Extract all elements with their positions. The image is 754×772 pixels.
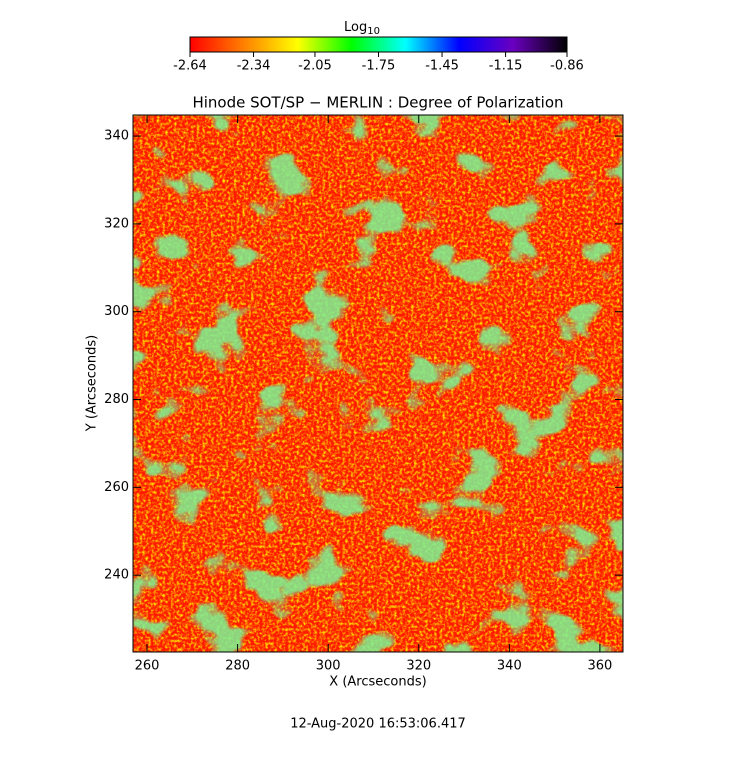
x-tick-label: 280: [225, 659, 250, 674]
y-tick-label: 320: [104, 216, 129, 231]
plot-frame: [132, 114, 624, 653]
x-tick-label: 340: [497, 659, 522, 674]
image-area: [133, 115, 623, 652]
colorbar-tick-label: -1.15: [489, 59, 523, 74]
footer-timestamp: 12-Aug-2020 16:53:06.417: [290, 717, 466, 732]
x-tick-label: 320: [406, 659, 431, 674]
colorbar-tick-label: -2.34: [237, 59, 271, 74]
colorbar-tick-label: -2.05: [298, 59, 332, 74]
colorbar-tick-label: -1.45: [425, 59, 459, 74]
y-tick-label: 340: [104, 129, 129, 144]
colorbar: [189, 36, 568, 53]
colorbar-tick-label: -1.75: [362, 59, 396, 74]
y-tick-label: 240: [104, 568, 129, 583]
y-tick-label: 280: [104, 392, 129, 407]
colorbar-label: Log10: [344, 20, 380, 38]
x-tick-label: 360: [587, 659, 612, 674]
colorbar-tick-label: -0.86: [550, 59, 584, 74]
image-texture: [133, 115, 623, 652]
x-axis-label: X (Arcseconds): [329, 675, 426, 690]
colorbar-tick-label: -2.64: [173, 59, 207, 74]
y-axis-label: Y (Arcseconds): [85, 335, 100, 432]
x-tick-label: 260: [135, 659, 160, 674]
x-tick-label: 300: [316, 659, 341, 674]
chart-title: Hinode SOT/SP − MERLIN : Degree of Polar…: [192, 94, 563, 112]
y-tick-label: 300: [104, 304, 129, 319]
y-tick-label: 260: [104, 480, 129, 495]
